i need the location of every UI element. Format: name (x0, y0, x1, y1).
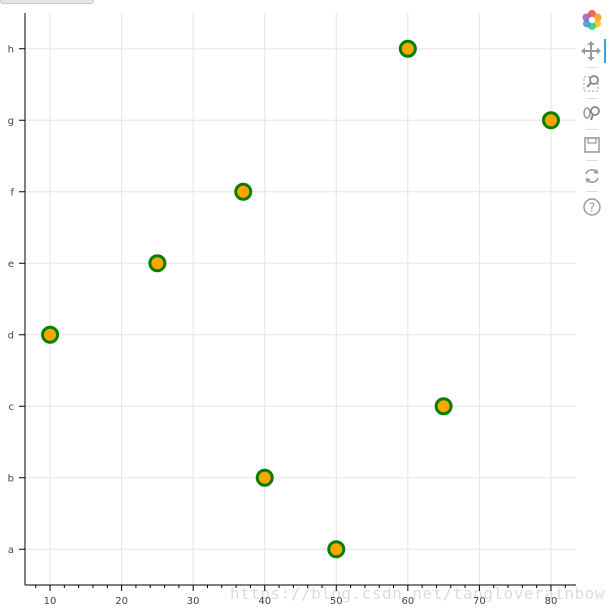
x-tick-label: 40 (258, 596, 271, 607)
x-tick-label: 50 (330, 596, 343, 607)
y-tick-label: e (8, 259, 14, 270)
box-zoom-icon[interactable] (578, 71, 606, 95)
x-tick-label: 70 (473, 596, 486, 607)
data-point (234, 182, 253, 201)
y-axis-ticks: a b c d e f g h (8, 44, 25, 556)
y-tick-label: g (8, 116, 14, 127)
grid (25, 13, 576, 585)
watermark: https://blog.csdn.net/tangloverainbow (230, 584, 605, 603)
bokeh-logo-icon[interactable] (578, 8, 606, 32)
y-tick-label: f (10, 187, 14, 198)
save-icon[interactable] (578, 133, 606, 157)
scatter-plot[interactable]: 10 20 30 40 50 60 70 80 a b c d e f g h (0, 0, 578, 613)
x-tick-label: 30 (187, 596, 200, 607)
top-tab[interactable] (0, 0, 94, 4)
y-tick-label: a (8, 545, 14, 556)
data-points (41, 39, 560, 559)
data-point (148, 254, 167, 273)
wheel-zoom-icon[interactable] (578, 102, 606, 126)
data-point (434, 397, 453, 416)
data-point (255, 468, 274, 487)
x-tick-label: 80 (545, 596, 558, 607)
y-tick-label: h (8, 44, 14, 55)
data-point (41, 325, 60, 344)
x-axis-ticks: 10 20 30 40 50 60 70 80 (35, 585, 566, 607)
pan-icon[interactable] (578, 39, 606, 63)
y-tick-label: c (9, 402, 15, 413)
help-icon[interactable]: ? (578, 195, 606, 219)
x-tick-label: 10 (44, 596, 57, 607)
axes (24, 13, 576, 586)
y-tick-label: d (8, 330, 14, 341)
x-tick-label: 60 (401, 596, 414, 607)
data-point (327, 540, 346, 559)
reset-icon[interactable] (578, 164, 606, 188)
y-tick-label: b (8, 473, 14, 484)
data-point (541, 111, 560, 130)
svg-text:?: ? (589, 201, 595, 215)
data-point (398, 39, 417, 58)
x-tick-label: 20 (115, 596, 128, 607)
